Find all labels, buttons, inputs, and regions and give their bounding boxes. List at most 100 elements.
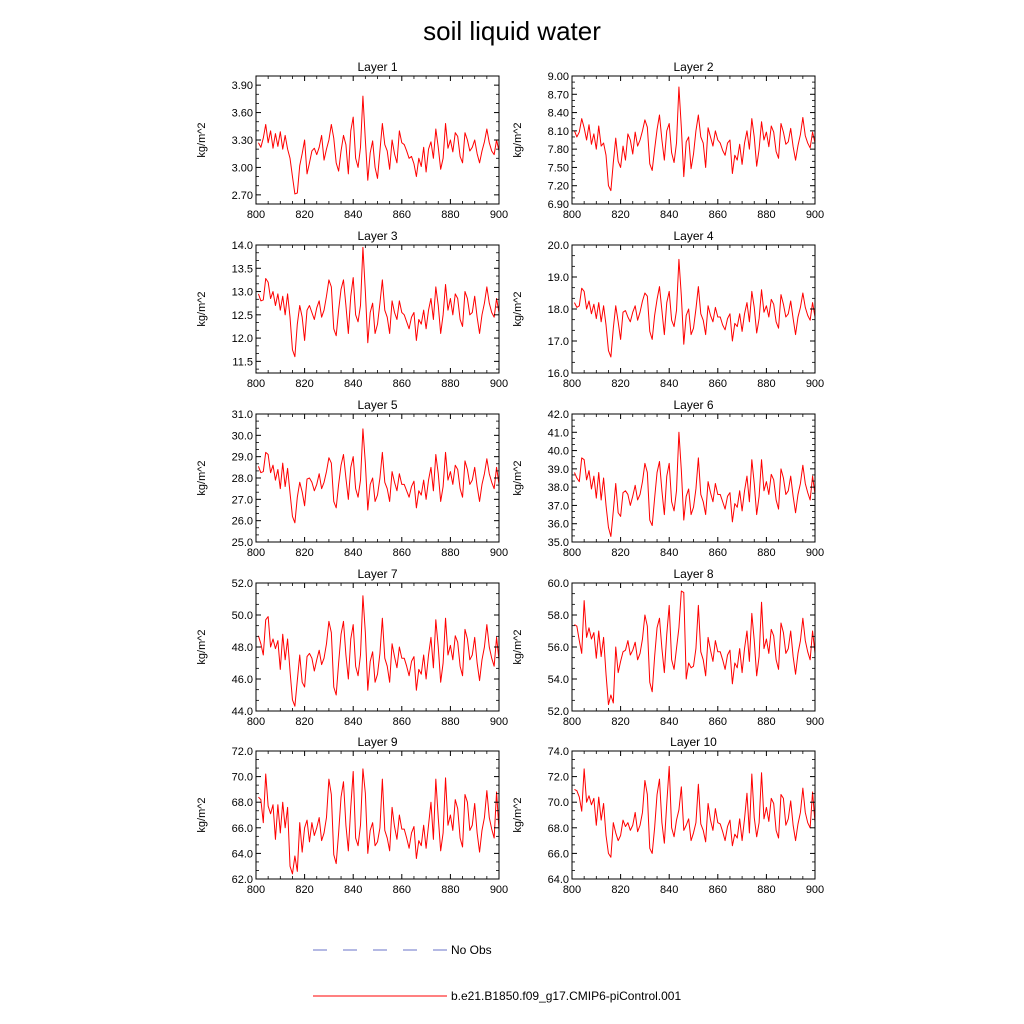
y-tick-label: 64.0 [548, 874, 569, 886]
x-tick-label: 880 [441, 209, 459, 221]
chart-panel-8: 800 820 840 860 880 900 52.0 54.0 56.0 58.0 60.0 La… [512, 567, 824, 728]
x-tick-label: 800 [563, 209, 581, 221]
x-tick-label: 880 [441, 716, 459, 728]
y-tick-label: 3.00 [232, 162, 253, 174]
y-tick-label: 74.0 [548, 746, 569, 758]
y-tick-label: 72.0 [232, 746, 253, 758]
y-tick-label: 19.0 [548, 272, 569, 284]
x-tick-label: 900 [490, 716, 508, 728]
x-tick-label: 820 [295, 209, 313, 221]
x-tick-label: 880 [757, 209, 775, 221]
y-axis-label: kg/m^2 [196, 122, 208, 157]
y-axis-label: kg/m^2 [196, 629, 208, 664]
y-tick-label: 17.0 [548, 336, 569, 348]
y-tick-label: 52.0 [232, 578, 253, 590]
figure-title: soil liquid water [423, 16, 601, 46]
x-tick-label: 900 [490, 884, 508, 896]
series-line [574, 590, 816, 706]
y-tick-label: 3.90 [232, 80, 253, 92]
x-tick-label: 800 [563, 884, 581, 896]
plot-frame [255, 75, 500, 205]
x-tick-label: 860 [709, 378, 727, 390]
x-tick-label: 800 [247, 547, 265, 559]
y-tick-label: 52.0 [548, 706, 569, 718]
panel-title: Layer 9 [357, 735, 397, 749]
x-tick-label: 840 [660, 716, 678, 728]
panel-title: Layer 5 [357, 398, 397, 412]
y-tick-label: 36.0 [548, 519, 569, 531]
y-tick-label: 60.0 [548, 578, 569, 590]
y-tick-label: 9.00 [548, 71, 569, 83]
y-tick-label: 14.0 [232, 240, 253, 252]
x-tick-label: 840 [344, 378, 362, 390]
x-tick-label: 840 [660, 547, 678, 559]
chart-panel-4: 800 820 840 860 880 900 16.0 17.0 18.0 19.0 20.0 La… [512, 229, 824, 390]
panel-title: Layer 3 [357, 229, 397, 243]
series-line [573, 86, 816, 192]
y-tick-label: 50.0 [232, 610, 253, 622]
x-tick-label: 900 [806, 716, 824, 728]
y-axis-label: kg/m^2 [196, 460, 208, 495]
y-axis-label: kg/m^2 [512, 122, 524, 157]
y-tick-label: 64.0 [232, 848, 253, 860]
x-tick-label: 880 [441, 884, 459, 896]
x-tick-label: 800 [247, 884, 265, 896]
plot-frame [571, 413, 816, 543]
x-tick-label: 880 [757, 716, 775, 728]
y-tick-label: 42.0 [548, 409, 569, 421]
chart-panel-10: 800 820 840 860 880 900 64.0 66.0 68.0 70.0 72.0 74… [512, 735, 824, 896]
y-tick-label: 44.0 [232, 706, 253, 718]
y-tick-label: 29.0 [232, 452, 253, 464]
y-axis-label: kg/m^2 [196, 291, 208, 326]
y-tick-label: 37.0 [548, 500, 569, 512]
x-tick-label: 860 [393, 547, 411, 559]
y-axis-label: kg/m^2 [512, 797, 524, 832]
y-tick-label: 35.0 [548, 537, 569, 549]
y-tick-label: 46.0 [232, 674, 253, 686]
y-tick-label: 8.10 [548, 126, 569, 138]
y-axis-label: kg/m^2 [512, 460, 524, 495]
plot-frame [255, 582, 500, 712]
chart-panel-5: 800 820 840 860 880 900 25.0 26.0 27.0 28.0 29.0 30… [196, 398, 508, 559]
x-tick-label: 880 [441, 378, 459, 390]
y-tick-label: 41.0 [548, 427, 569, 439]
panel-title: Layer 2 [673, 60, 713, 74]
plot-frame [255, 750, 500, 880]
plot-frame [255, 244, 500, 374]
y-axis-label: kg/m^2 [196, 797, 208, 832]
chart-panel-9: 800 820 840 860 880 900 62.0 64.0 66.0 68.0 70.0 72… [196, 735, 508, 896]
x-tick-label: 800 [247, 378, 265, 390]
y-tick-label: 8.70 [548, 89, 569, 101]
x-tick-label: 860 [393, 884, 411, 896]
series-line [258, 768, 500, 875]
y-tick-label: 25.0 [232, 537, 253, 549]
y-tick-label: 6.90 [548, 199, 569, 211]
y-tick-label: 3.30 [232, 135, 253, 147]
x-tick-label: 860 [393, 378, 411, 390]
y-tick-label: 12.0 [232, 333, 253, 345]
y-tick-label: 68.0 [232, 797, 253, 809]
y-axis-label: kg/m^2 [512, 629, 524, 664]
plot-frame [255, 413, 500, 543]
x-tick-label: 900 [490, 378, 508, 390]
series-line [257, 428, 500, 524]
y-tick-label: 30.0 [232, 430, 253, 442]
panel-title: Layer 4 [673, 229, 713, 243]
x-tick-label: 840 [660, 884, 678, 896]
panel-title: Layer 8 [673, 567, 713, 581]
y-tick-label: 11.5 [232, 356, 253, 368]
x-tick-label: 860 [709, 884, 727, 896]
y-tick-label: 70.0 [232, 772, 253, 784]
x-tick-label: 900 [490, 209, 508, 221]
y-tick-label: 68.0 [548, 823, 569, 835]
x-tick-label: 900 [806, 209, 824, 221]
x-tick-label: 840 [344, 884, 362, 896]
legend: No Obs b.e21.B1850.f09_g17.CMIP6-piContr… [313, 943, 681, 1003]
x-tick-label: 900 [806, 884, 824, 896]
y-tick-label: 13.0 [232, 287, 253, 299]
plot-frame [571, 244, 816, 374]
y-tick-label: 70.0 [548, 797, 569, 809]
x-tick-label: 900 [806, 378, 824, 390]
x-tick-label: 800 [247, 716, 265, 728]
